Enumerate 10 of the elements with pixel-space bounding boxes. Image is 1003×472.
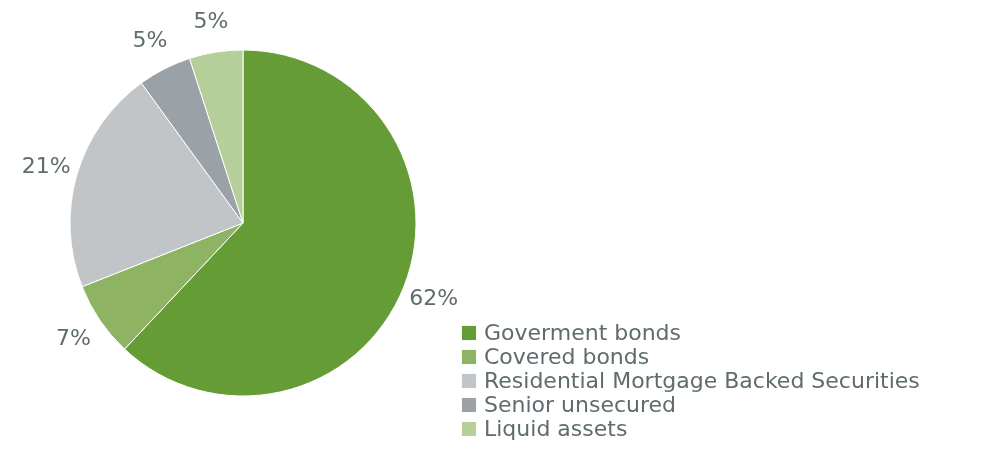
data-label: 7% xyxy=(56,325,91,351)
data-label: 62% xyxy=(409,285,459,311)
legend-label: Goverment bonds xyxy=(484,320,682,345)
data-label: 5% xyxy=(193,7,229,33)
legend-label: Covered bonds xyxy=(484,344,650,369)
data-label: 21% xyxy=(21,152,71,178)
legend-label: Liquid assets xyxy=(484,416,628,441)
legend-label: Residential Mortgage Backed Securities xyxy=(484,368,920,393)
legend-label: Senior unsecured xyxy=(484,392,677,417)
data-label: 5% xyxy=(132,27,168,53)
